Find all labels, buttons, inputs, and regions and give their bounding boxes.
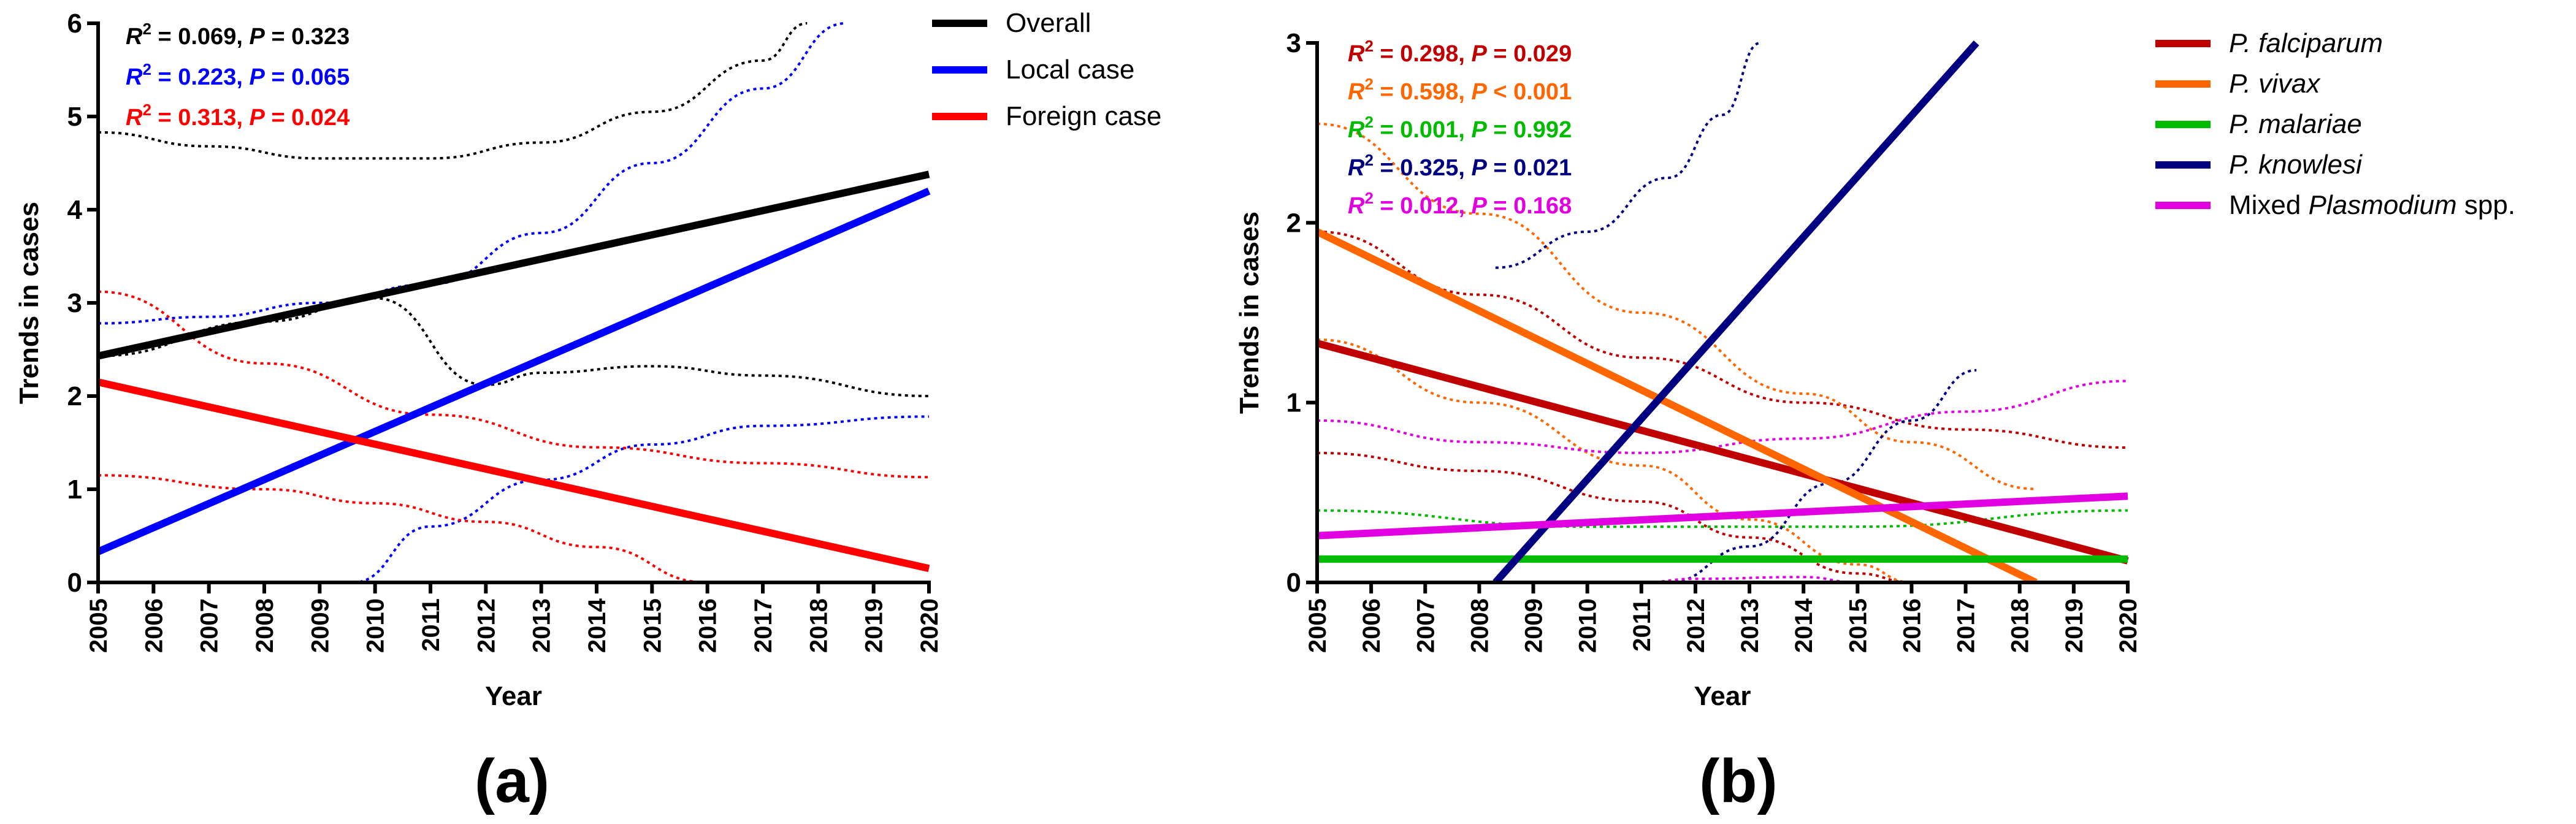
legend-entry: Foreign case [1006, 101, 1161, 131]
x-tick-label: 2016 [695, 598, 722, 653]
stats-annotation: R2 = 0.325, P = 0.021 [1348, 151, 1572, 181]
y-axis-label: Trends in cases [1234, 212, 1264, 414]
p-knowlesi-ci-upper [1495, 42, 1761, 269]
stats-annotation: R2 = 0.298, P = 0.029 [1348, 37, 1572, 67]
x-tick-label: 2017 [1953, 598, 1980, 653]
panel-a-chart: 0 1 2 3 4 5 6 2005 2006 2007 2008 2009 2010 2011 2012 2… [14, 8, 1161, 815]
legend-entry: P. knowlesi [2229, 150, 2363, 180]
local-case-trend-line [98, 188, 931, 555]
p-malariae-ci-upper [1317, 509, 2128, 528]
legend-entry: P. falciparum [2229, 28, 2383, 58]
x-tick-label: 2017 [750, 598, 777, 653]
y-tick-label: 1 [1286, 388, 1301, 418]
x-tick-label: 2013 [529, 598, 556, 653]
x-tick-label: 2018 [2007, 598, 2034, 653]
overall-ci-lower [98, 297, 930, 397]
x-tick-label: 2011 [418, 598, 445, 652]
legend-entry: Local case [1006, 55, 1134, 85]
x-tick-label: 2014 [584, 598, 611, 653]
x-tick-label: 2019 [2061, 598, 2088, 653]
p-vivax-ci-lower [1317, 338, 1912, 582]
x-tick-label: 2019 [861, 598, 888, 653]
x-tick-label: 2006 [1358, 598, 1385, 653]
p-vivax-ci-upper [1317, 123, 2036, 490]
overall-ci-upper [98, 22, 808, 160]
stats-annotation: R2 = 0.313, P = 0.024 [126, 101, 350, 131]
foreign-case-ci-upper [98, 290, 930, 479]
foreign-case-trend-line [98, 378, 930, 573]
local-case-ci-lower [353, 415, 930, 582]
x-tick-label: 2009 [1521, 598, 1548, 653]
p-vivax-trend-line [1317, 228, 2038, 582]
x-tick-label: 2007 [196, 598, 223, 653]
x-tick-label: 2011 [1629, 598, 1656, 652]
stats-annotation: R2 = 0.223, P = 0.065 [126, 60, 350, 90]
x-tick-label: 2007 [1412, 598, 1439, 653]
p-knowlesi-trend-line [1492, 40, 1979, 582]
p-falciparum-ci-lower [1317, 451, 1912, 582]
x-tick-label: 2008 [1466, 598, 1493, 653]
y-tick-label: 0 [1286, 568, 1301, 598]
x-axis-label: Year [485, 681, 542, 711]
mixed-plasmodium-spp-ci-lower [1641, 576, 1858, 582]
x-tick-label: 2005 [85, 598, 112, 653]
x-tick-label: 2020 [2115, 598, 2142, 653]
y-tick-label: 0 [67, 568, 82, 598]
x-tick-label: 2006 [140, 598, 167, 653]
y-tick-label: 6 [67, 9, 82, 39]
stats-annotation: R2 = 0.069, P = 0.323 [126, 20, 350, 50]
legend-entry: Mixed Plasmodium spp. [2229, 190, 2515, 220]
x-tick-label: 2013 [1737, 598, 1764, 653]
stats-annotation: R2 = 0.001, P = 0.992 [1348, 113, 1572, 143]
y-axis-label: Trends in cases [14, 202, 44, 404]
p-falciparum-ci-upper [1317, 231, 2128, 449]
y-tick-label: 5 [67, 102, 82, 132]
local-case-ci-upper [98, 22, 846, 325]
x-tick-label: 2010 [1575, 598, 1602, 653]
x-tick-label: 2015 [639, 598, 666, 653]
y-tick-label: 1 [67, 475, 82, 505]
plot-area [98, 22, 931, 582]
x-tick-label: 2008 [251, 598, 278, 653]
y-tick-label: 2 [1286, 208, 1301, 238]
legend-entry: P. vivax [2229, 69, 2321, 99]
x-tick-label: 2020 [916, 598, 943, 653]
overall-trend-line [98, 170, 930, 360]
y-tick-label: 4 [67, 195, 83, 225]
x-tick-label: 2016 [1898, 598, 1925, 653]
x-tick-label: 2012 [473, 598, 500, 653]
stats-annotation: R2 = 0.598, P < 0.001 [1348, 75, 1572, 105]
mixed-plasmodium-spp-ci-upper [1317, 380, 2128, 454]
x-tick-label: 2005 [1304, 598, 1331, 653]
x-axis-label: Year [1694, 681, 1751, 711]
foreign-case-ci-lower [98, 474, 708, 582]
y-tick-label: 3 [1286, 28, 1301, 58]
panel-label: (a) [475, 747, 549, 815]
legend-entry: P. malariae [2229, 109, 2362, 139]
y-tick-label: 3 [67, 288, 82, 318]
p-falciparum-trend-line [1317, 340, 2129, 565]
stats-annotation: R2 = 0.012, P = 0.168 [1348, 189, 1572, 219]
x-tick-label: 2009 [307, 598, 334, 653]
x-tick-label: 2010 [362, 598, 389, 653]
x-tick-label: 2015 [1844, 598, 1871, 653]
x-tick-label: 2018 [805, 598, 832, 653]
y-tick-label: 2 [67, 381, 82, 411]
panel-label: (b) [1699, 747, 1778, 815]
x-tick-label: 2014 [1791, 598, 1817, 653]
panel-b-chart: 0 1 2 3 2005 2006 2007 2008 2009 2010 2011 2012 2013… [1234, 28, 2515, 815]
plot-area [1317, 40, 2129, 582]
x-tick-label: 2012 [1683, 598, 1710, 653]
mixed-plasmodium-spp-trend-line [1317, 492, 2128, 540]
legend-entry: Overall [1006, 8, 1091, 38]
